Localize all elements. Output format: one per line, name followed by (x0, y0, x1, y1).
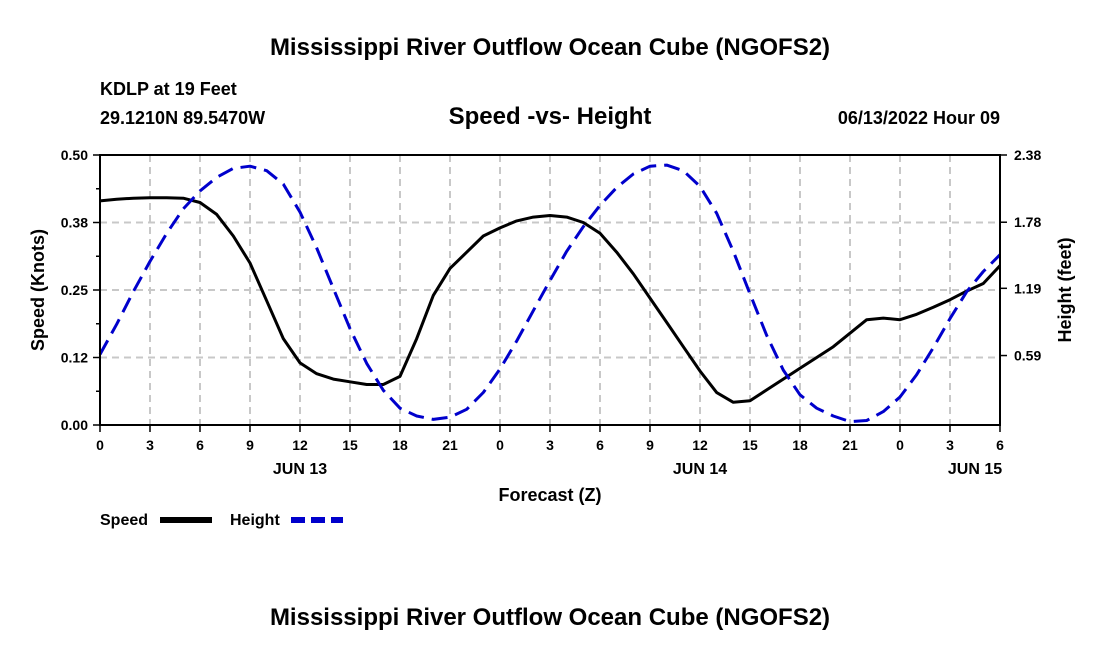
y-tick-label: 0.00 (61, 417, 88, 433)
x-tick-label: 15 (342, 437, 358, 453)
date-label: JUN 14 (673, 461, 727, 478)
x-tick-label: 3 (146, 437, 154, 453)
grid-lines (100, 154, 1000, 425)
x-tick-label: 12 (692, 437, 708, 453)
x-tick-label: 18 (392, 437, 408, 453)
x-tick-label: 3 (946, 437, 954, 453)
x-tick-label: 12 (292, 437, 308, 453)
y-tick-label: 0.38 (61, 215, 88, 231)
y2-tick-label: 1.19 (1014, 280, 1041, 296)
y2-tick-label: 1.78 (1014, 214, 1041, 230)
legend-label-speed: Speed (100, 512, 148, 529)
x-tick-label: 21 (842, 437, 858, 453)
y-tick-label: 0.50 (61, 147, 88, 163)
y2-axis-label: Height (feet) (1055, 238, 1075, 343)
x-tick-label: 6 (196, 437, 204, 453)
series-lines (98, 163, 1002, 424)
legend: Speed Height (100, 512, 343, 529)
date-label: JUN 15 (948, 461, 1002, 478)
footer-title: Mississippi River Outflow Ocean Cube (NG… (270, 604, 830, 631)
axes: 0 3 6 9 12 15 18 21 0 3 6 9 12 15 18 21 0 3 6 JUN 13 JUN 14 J… (61, 147, 1042, 478)
y-axis-label: Speed (Knots) (28, 229, 48, 351)
x-tick-label: 9 (246, 437, 254, 453)
x-axis-label: Forecast (Z) (498, 485, 601, 505)
y2-tick-label: 2.38 (1014, 147, 1041, 163)
date-label: JUN 13 (273, 461, 327, 478)
x-tick-label: 0 (96, 437, 104, 453)
x-tick-label: 6 (996, 437, 1004, 453)
x-tick-label: 9 (646, 437, 654, 453)
plot-frame (99, 154, 1001, 426)
x-tick-label: 0 (896, 437, 904, 453)
x-tick-label: 6 (596, 437, 604, 453)
x-tick-label: 18 (792, 437, 808, 453)
page-title: Mississippi River Outflow Ocean Cube (NG… (270, 34, 830, 61)
series-line-height (98, 163, 1002, 424)
y2-tick-label: 0.59 (1014, 348, 1041, 364)
forecast-timestamp: 06/13/2022 Hour 09 (838, 108, 1000, 128)
x-tick-label: 15 (742, 437, 758, 453)
y-tick-label: 0.12 (61, 350, 88, 366)
x-tick-label: 3 (546, 437, 554, 453)
series-line-speed (99, 196, 1002, 404)
station-name: KDLP at 19 Feet (100, 79, 237, 99)
x-tick-label: 21 (442, 437, 458, 453)
x-tick-label: 0 (496, 437, 504, 453)
station-coords: 29.1210N 89.5470W (100, 108, 265, 128)
chart-title: Speed -vs- Height (449, 103, 652, 130)
y-tick-label: 0.25 (61, 282, 88, 298)
legend-label-height: Height (230, 512, 280, 529)
